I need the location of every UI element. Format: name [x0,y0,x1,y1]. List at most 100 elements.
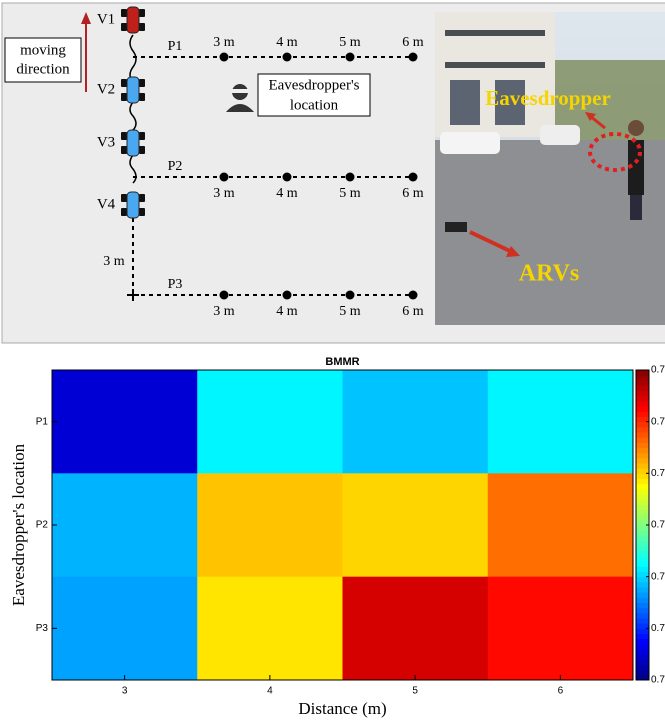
wheel [139,208,145,216]
colorbar-step [636,422,649,428]
colorbar-step [636,603,649,609]
position-dot [346,173,355,182]
colorbar-step [636,437,649,443]
colorbar-step [636,504,649,510]
colorbar-step [636,608,649,614]
heatmap-cell [488,370,634,474]
colorbar-step [636,541,649,547]
heatmap-cell [52,577,198,681]
path-label: P1 [168,39,183,54]
x-tick-label: 4 [267,686,273,697]
distance-label: 6 m [402,35,424,50]
colorbar-step [636,577,649,583]
vehicle [127,130,139,156]
colorbar-step [636,370,649,376]
vehicle-label: V1 [97,11,115,27]
figure: moving direction 3 m V1 V2 V3 V4 P1 3 m 4 m 5 m 6 m… [0,0,665,720]
vehicle-label: V4 [97,196,116,212]
position-dot [346,291,355,300]
wheel [121,93,127,101]
colorbar-step [636,432,649,438]
position-dot [220,291,229,300]
colorbar-step [636,386,649,392]
y-axis-label: Eavesdropper's location [9,443,28,606]
wheel [121,146,127,154]
y-tick-label: P1 [36,416,49,427]
distance-label: 6 m [402,304,424,319]
y-tick-label: P2 [36,520,49,531]
colorbar-step [636,649,649,655]
wheel [121,194,127,202]
vehicle [127,192,139,218]
vehicle-label: V3 [97,134,115,150]
colorbar-step [636,644,649,650]
wheel [121,132,127,140]
wheel [121,208,127,216]
position-dot [283,291,292,300]
photo-label: ARVs [519,261,580,287]
colorbar-tick-label: 0.77 [651,416,665,427]
colorbar-step [636,618,649,624]
colorbar-tick-label: 0.72 [651,675,665,686]
distance-label: 3 m [213,186,235,201]
eavesdropper-label: location [290,97,339,113]
x-tick-label: 3 [122,686,128,697]
x-tick-label: 6 [558,686,564,697]
position-dot [346,53,355,62]
colorbar-step [636,592,649,598]
position-dot [409,173,418,182]
colorbar-tick-label: 0.75 [651,520,665,531]
position-dot [283,53,292,62]
heatmap-cell [343,577,489,681]
colorbar-step [636,597,649,603]
chart-title: BMMR [325,356,359,368]
colorbar-step [636,375,649,381]
heatmap-cell [52,370,198,474]
colorbar-step [636,427,649,433]
colorbar-step [636,613,649,619]
heatmap-cell [343,473,489,577]
colorbar-step [636,380,649,386]
wheel [121,79,127,87]
wheel [121,23,127,31]
colorbar-step [636,406,649,412]
distance-label: 4 m [276,35,298,50]
vehicle [127,77,139,103]
wheel [139,93,145,101]
colorbar-step [636,530,649,536]
colorbar-step [636,654,649,660]
heatmap-cell [197,370,343,474]
photo-label: Eavesdropper [485,86,611,110]
distance-label: 3 m [213,35,235,50]
distance-label: 5 m [339,35,361,50]
colorbar-step [636,659,649,665]
colorbar-tick-label: 0.74 [651,571,665,582]
wheel [139,9,145,17]
distance-label: 5 m [339,186,361,201]
offset-label: 3 m [103,254,125,269]
legend-text: direction [16,61,70,77]
colorbar-step [636,639,649,645]
wheel [139,79,145,87]
legend-text: moving [20,42,66,58]
colorbar-step [636,546,649,552]
heatmap-cell [197,577,343,681]
colorbar-step [636,510,649,516]
wheel [139,23,145,31]
vehicle-label: V2 [97,81,115,97]
colorbar-step [636,484,649,490]
distance-label: 4 m [276,186,298,201]
colorbar-step [636,401,649,407]
colorbar-step [636,551,649,557]
colorbar-step [636,458,649,464]
colorbar-step [636,665,649,671]
colorbar-step [636,582,649,588]
position-dot [409,291,418,300]
colorbar-step [636,391,649,397]
y-tick-label: P3 [36,623,49,634]
path-label: P2 [168,159,183,174]
wheel [139,194,145,202]
heatmap-cell [488,473,634,577]
wheel [139,146,145,154]
vehicle [127,7,139,33]
